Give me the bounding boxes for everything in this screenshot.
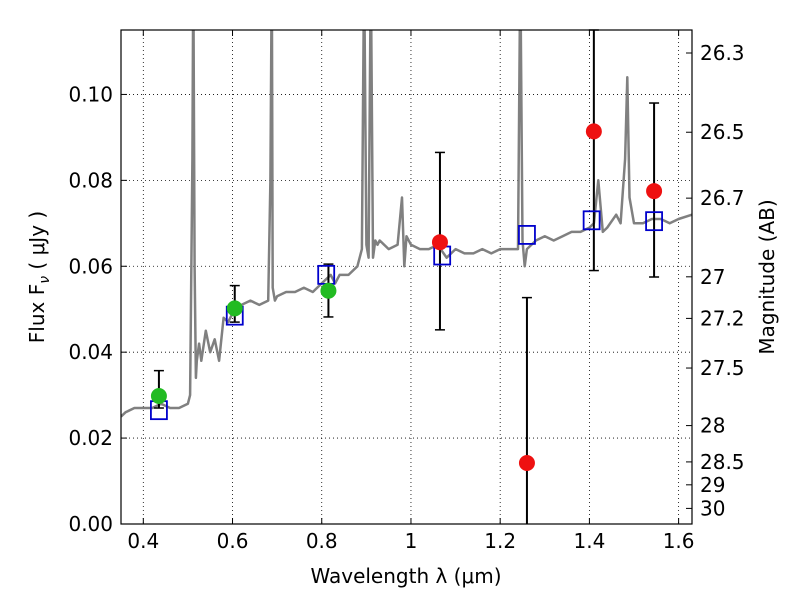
y-axis-title: Flux Fν ( μJy ) bbox=[25, 211, 53, 343]
x-tick-label: 0.8 bbox=[306, 529, 338, 553]
model-box bbox=[518, 225, 536, 245]
x-tick-label: 0.6 bbox=[217, 529, 249, 553]
mag-tick-label: 28 bbox=[700, 414, 725, 438]
y2-axis-title: Magnitude (AB) bbox=[755, 199, 779, 354]
plot-area bbox=[121, 30, 692, 418]
y-axis-title-main: Flux F bbox=[25, 284, 49, 343]
x-tick-label: 1.6 bbox=[663, 529, 695, 553]
mag-tick-label: 28.5 bbox=[700, 450, 745, 474]
model-box bbox=[645, 211, 663, 232]
red-data-point bbox=[646, 183, 663, 200]
x-axis-title: Wavelength λ (μm) bbox=[310, 564, 501, 588]
y-tick-label: 0.06 bbox=[68, 254, 113, 278]
mag-tick-label: 27 bbox=[700, 265, 725, 289]
x-tick-label: 1.4 bbox=[573, 529, 605, 553]
mag-tick-label: 26.3 bbox=[700, 41, 745, 65]
green-data-point bbox=[320, 282, 337, 299]
mag-tick-label: 30 bbox=[700, 496, 725, 520]
y-tick-label: 0.08 bbox=[68, 168, 113, 192]
points-layer bbox=[150, 29, 663, 524]
y-tick-label: 0.04 bbox=[68, 340, 113, 364]
mag-tick-label: 26.5 bbox=[700, 120, 745, 144]
mag-tick-label: 29 bbox=[700, 473, 725, 497]
x-tick-label: 1.2 bbox=[484, 529, 516, 553]
x-tick-label: 0.4 bbox=[127, 529, 159, 553]
y-tick-label: 0.02 bbox=[68, 426, 113, 450]
spectrum-line bbox=[121, 30, 692, 418]
model-box bbox=[582, 210, 601, 231]
mag-tick-label: 27.2 bbox=[700, 306, 745, 330]
mag-tick-label: 26.7 bbox=[700, 186, 745, 210]
x-tick-label: 1 bbox=[405, 529, 418, 553]
series-layer bbox=[121, 30, 692, 418]
red-data-point bbox=[585, 123, 602, 140]
y-tick-label: 0.10 bbox=[68, 82, 113, 106]
axis-ticks: 0.4 0.6 0.8 1 1.2 1.4 1.6 0.00 0.02 0.04 0.06 0.08 0… bbox=[68, 30, 745, 553]
mag-tick-label: 27.5 bbox=[700, 356, 745, 380]
red-data-point bbox=[518, 455, 535, 472]
y-tick-label: 0.00 bbox=[68, 512, 113, 536]
red-data-point bbox=[431, 234, 448, 251]
y-axis-title-unit: ( μJy ) bbox=[25, 211, 49, 276]
y-axis-title-subscript: ν bbox=[37, 276, 53, 284]
green-data-point bbox=[226, 300, 243, 317]
green-data-point bbox=[150, 387, 167, 404]
